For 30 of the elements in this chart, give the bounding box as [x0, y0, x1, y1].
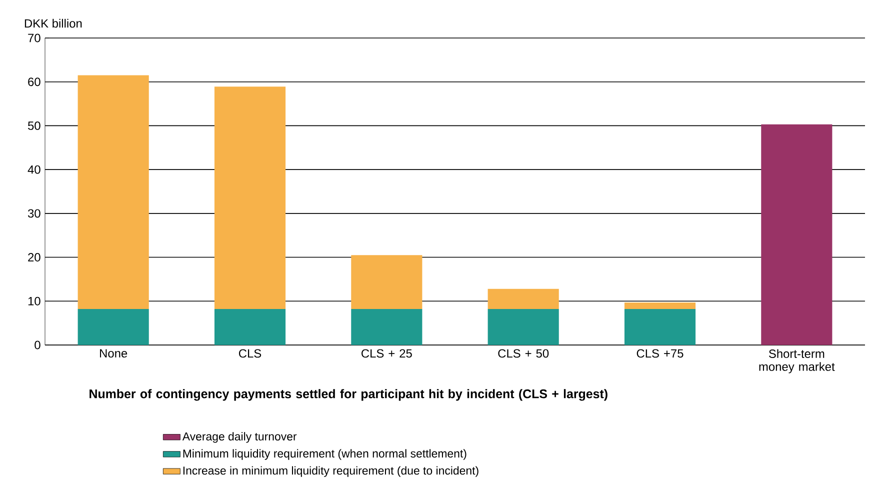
bar [624, 309, 696, 345]
bar [351, 309, 422, 345]
x-tick-label: CLS + 25 [362, 349, 412, 358]
legend-label: Increase in minimum liquidity requirement (due to incident) [183, 466, 478, 477]
y-axis-title: DKK billion [24, 18, 82, 28]
bar [351, 255, 422, 310]
x-tick-label: CLS [238, 349, 262, 358]
y-tick-label: 40 [28, 165, 40, 174]
bar [78, 309, 149, 345]
bar [624, 302, 696, 310]
x-tick-label: None [100, 349, 128, 358]
bar [761, 124, 832, 345]
y-tick-label: 70 [28, 34, 40, 42]
y-tick-label: 60 [28, 78, 40, 86]
bar [78, 75, 149, 310]
y-tick-label: 50 [28, 121, 40, 130]
y-tick-label: 30 [28, 209, 40, 218]
y-tick-label: 20 [28, 253, 40, 262]
legend-label: Average daily turnover [182, 432, 297, 443]
y-tick-label: 0 [34, 340, 40, 350]
x-tick-label: CLS + 50 [498, 349, 549, 358]
bar [214, 86, 286, 310]
legend-label: Minimum liquidity requirement (when normal settlement) [183, 449, 466, 460]
x-axis-title: Number of contingency payments settled for participant hit by incident (CLS + largest) [90, 389, 608, 401]
bar [488, 288, 559, 310]
bar [488, 309, 559, 345]
x-tick-label: CLS +75 [636, 349, 684, 358]
x-tick-label: Short-term money market [759, 349, 835, 374]
bar [214, 309, 286, 345]
y-tick-label: 10 [28, 296, 40, 306]
